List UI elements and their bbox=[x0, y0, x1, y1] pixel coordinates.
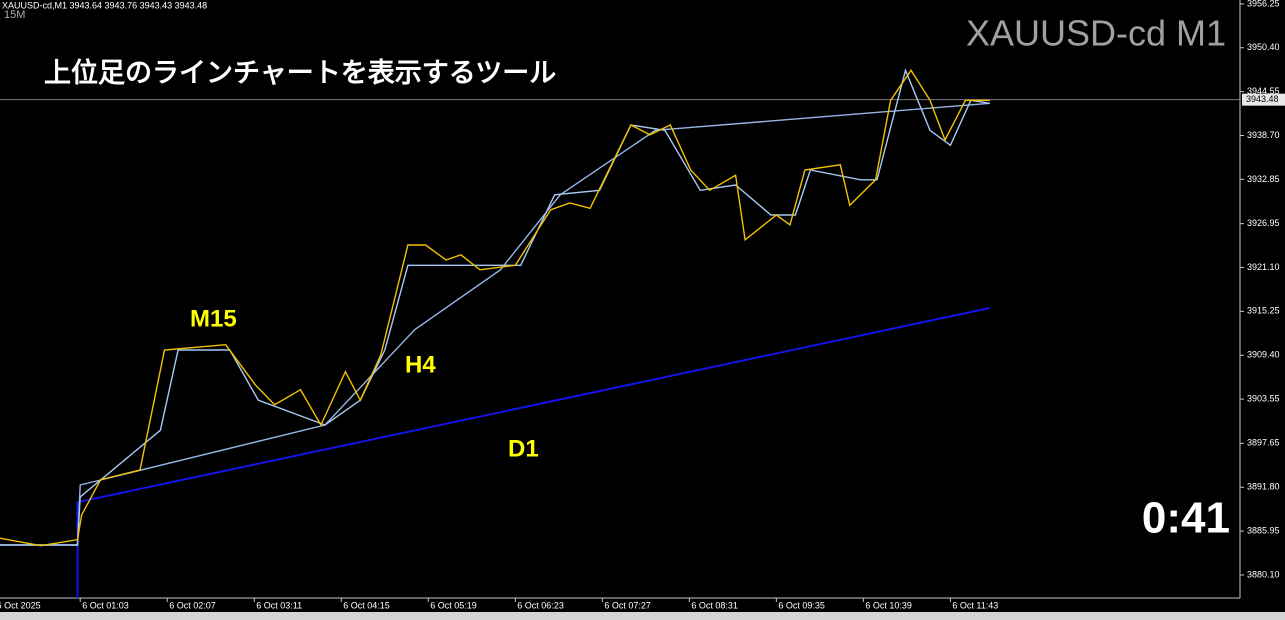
tab-strip bbox=[0, 612, 1285, 620]
x-tick-label: 6 Oct 07:27 bbox=[604, 600, 651, 610]
y-tick-label: 3891.80 bbox=[1247, 482, 1280, 492]
x-tick-label: 6 Oct 11:43 bbox=[952, 600, 998, 610]
x-tick-label: 6 Oct 06:23 bbox=[517, 600, 564, 610]
header-info: XAUUSD-cd,M1 3943.64 3943.76 3943.43 394… bbox=[2, 0, 207, 10]
y-tick-label: 3956.25 bbox=[1247, 0, 1280, 8]
series-line bbox=[76, 307, 991, 598]
y-tick-label: 3915.25 bbox=[1247, 306, 1280, 316]
series-label: D1 bbox=[508, 435, 539, 462]
y-tick-label: 3909.40 bbox=[1247, 350, 1280, 360]
series-label: M15 bbox=[190, 305, 237, 332]
current-price-label: 3943.48 bbox=[1246, 94, 1279, 104]
timeframe-tag: 15M bbox=[4, 9, 25, 21]
series-label: H4 bbox=[405, 351, 436, 378]
x-tick-label: 6 Oct 05:19 bbox=[430, 600, 477, 610]
current-price-box bbox=[1242, 93, 1285, 106]
x-tick-label: 6 Oct 09:35 bbox=[778, 600, 825, 610]
y-tick-label: 3950.40 bbox=[1247, 42, 1280, 52]
x-tick-label: 6 Oct 03:11 bbox=[256, 600, 302, 610]
y-tick-label: 3897.65 bbox=[1247, 438, 1280, 448]
x-tick-label: 6 Oct 04:15 bbox=[343, 600, 390, 610]
y-tick-label: 3926.95 bbox=[1247, 218, 1280, 228]
chart-title: 上位足のラインチャートを表示するツール bbox=[44, 57, 556, 88]
x-tick-label: 6 Oct 08:31 bbox=[691, 600, 738, 610]
y-tick-label: 3944.55 bbox=[1247, 86, 1280, 96]
y-tick-label: 3921.10 bbox=[1247, 262, 1280, 272]
series-line bbox=[0, 69, 990, 547]
x-tick-label: 6 Oct 01:03 bbox=[82, 600, 129, 610]
y-tick-label: 3932.85 bbox=[1247, 174, 1280, 184]
plot bbox=[0, 68, 1240, 598]
y-tick-label: 3880.10 bbox=[1247, 569, 1280, 579]
y-tick-label: 3903.55 bbox=[1247, 393, 1280, 403]
symbol-watermark: XAUUSD-cd M1 bbox=[966, 13, 1226, 54]
y-tick-label: 3885.95 bbox=[1247, 525, 1280, 535]
x-tick-label: 6 Oct 10:39 bbox=[865, 600, 912, 610]
x-tick-label: 6 Oct 2025 bbox=[0, 600, 41, 610]
x-tick-label: 6 Oct 02:07 bbox=[169, 600, 216, 610]
bar-countdown: 0:41 bbox=[1142, 494, 1230, 543]
y-tick-label: 3938.70 bbox=[1247, 130, 1280, 140]
